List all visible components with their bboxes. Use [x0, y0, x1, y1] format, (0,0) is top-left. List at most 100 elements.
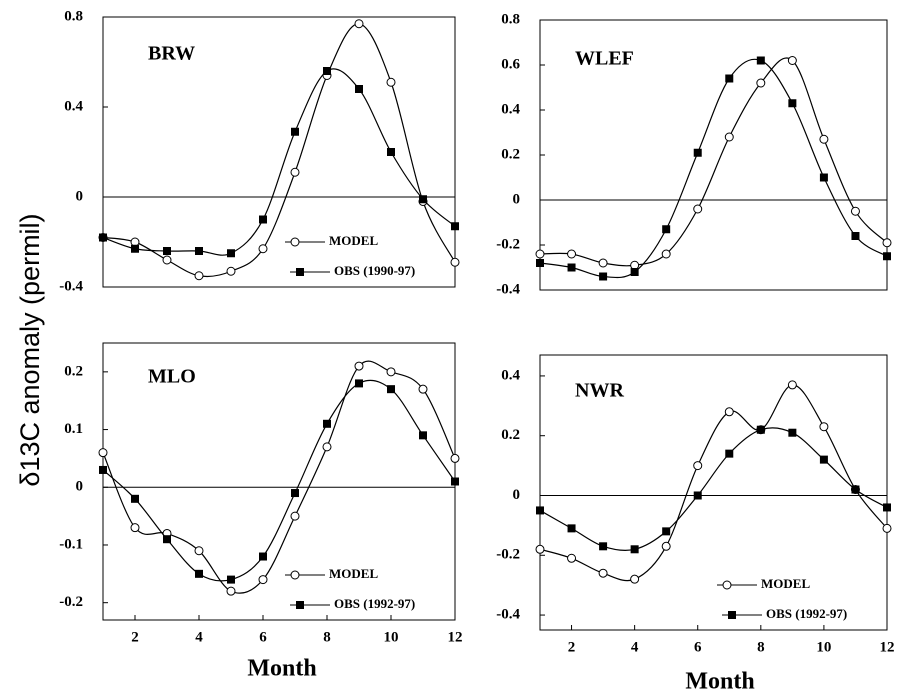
x-tick-label: 2 — [568, 639, 576, 655]
marker — [693, 461, 703, 471]
marker — [291, 127, 299, 136]
marker — [882, 238, 892, 248]
y-tick-label: -0.4 — [59, 278, 83, 294]
marker — [662, 225, 671, 234]
marker — [882, 523, 892, 533]
y-tick-label: 0.8 — [64, 8, 83, 24]
marker — [195, 247, 203, 255]
marker — [194, 271, 204, 281]
marker — [194, 546, 204, 556]
marker — [258, 575, 268, 585]
legend-label: OBS (1992-97) — [766, 606, 847, 621]
marker — [599, 272, 608, 281]
panel-title: WLEF — [575, 48, 634, 70]
x-tick-label: 4 — [631, 639, 639, 655]
y-tick-label: 0.8 — [501, 11, 520, 27]
marker — [788, 428, 797, 437]
marker — [227, 575, 235, 584]
marker — [354, 19, 364, 29]
marker — [322, 442, 332, 452]
marker — [756, 56, 765, 65]
x-tick-label: 2 — [131, 629, 139, 645]
marker — [851, 232, 860, 240]
series-line — [539, 58, 888, 279]
marker — [724, 132, 734, 142]
marker — [693, 491, 702, 500]
plot-frame — [102, 16, 456, 288]
marker — [693, 204, 703, 214]
marker — [226, 586, 236, 596]
marker — [163, 247, 171, 255]
series-line — [539, 384, 888, 582]
marker — [419, 195, 427, 204]
y-tick-label: 0.2 — [501, 146, 520, 162]
x-tick-label: 10 — [384, 629, 399, 645]
y-tick-label: -0.4 — [496, 281, 520, 297]
series-line — [102, 360, 456, 594]
marker — [756, 78, 766, 88]
marker — [387, 385, 395, 394]
marker — [599, 542, 608, 551]
series-line — [539, 57, 888, 267]
marker — [724, 407, 734, 417]
marker — [130, 523, 140, 533]
marker — [536, 259, 544, 267]
legend-label: OBS (1992-97) — [334, 596, 415, 611]
y-tick-label: -0.2 — [59, 594, 83, 610]
y-tick-label: 0 — [76, 188, 84, 204]
marker — [598, 258, 608, 268]
legend-marker — [722, 580, 732, 590]
marker — [630, 574, 640, 584]
marker — [451, 477, 459, 486]
marker — [567, 524, 576, 533]
y-tick-label: 0.2 — [64, 363, 83, 379]
marker — [323, 67, 331, 75]
x-axis-label: Month — [247, 656, 316, 682]
marker — [883, 252, 891, 261]
legend-marker — [296, 268, 304, 276]
marker — [661, 541, 671, 551]
panel-title: BRW — [148, 43, 195, 65]
marker — [536, 506, 544, 515]
marker — [226, 266, 236, 276]
marker — [567, 249, 577, 259]
marker — [354, 361, 364, 371]
marker — [355, 379, 363, 388]
marker — [630, 268, 639, 276]
marker — [98, 448, 108, 458]
y-tick-label: 0.6 — [501, 56, 520, 72]
x-tick-label: 8 — [323, 629, 331, 645]
y-tick-label: 0.4 — [501, 367, 520, 383]
marker — [567, 553, 577, 563]
marker — [450, 453, 460, 463]
legend-marker — [290, 237, 300, 247]
marker — [850, 206, 860, 216]
marker — [725, 449, 734, 458]
x-tick-label: 12 — [880, 639, 895, 655]
marker — [258, 244, 268, 254]
marker — [290, 511, 300, 521]
x-tick-label: 8 — [757, 639, 765, 655]
legend-marker — [728, 611, 736, 619]
marker — [819, 422, 829, 432]
y-tick-label: -0.1 — [59, 536, 83, 552]
marker — [291, 489, 299, 498]
marker — [99, 233, 107, 242]
marker — [662, 527, 671, 536]
legend-label: MODEL — [329, 233, 378, 248]
legend-marker — [290, 570, 300, 580]
marker — [355, 85, 363, 93]
marker — [535, 249, 545, 259]
marker — [883, 503, 891, 512]
x-tick-label: 12 — [448, 629, 463, 645]
marker — [162, 255, 172, 265]
y-tick-label: -0.2 — [496, 236, 520, 252]
marker — [290, 167, 300, 177]
y-tick-label: -0.2 — [496, 547, 520, 563]
marker — [788, 99, 797, 108]
marker — [451, 222, 459, 231]
y-tick-label: 0.2 — [501, 427, 520, 443]
y-tick-label: 0 — [513, 191, 521, 207]
x-tick-label: 4 — [195, 629, 203, 645]
